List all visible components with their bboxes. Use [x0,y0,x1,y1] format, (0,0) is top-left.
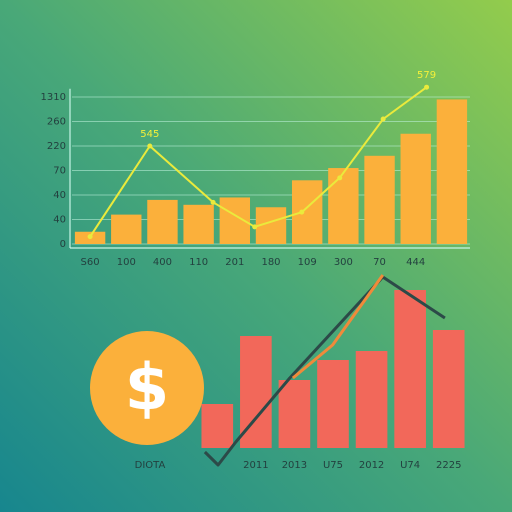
x-tick-label: 109 [298,257,317,268]
line-marker [210,199,216,205]
bar [432,330,465,448]
coin-icon [90,331,204,445]
line-marker [147,143,153,149]
line-marker [299,209,305,215]
x-tick-label: U74 [400,460,420,471]
line [291,274,385,380]
line [89,86,428,238]
bar [147,199,178,244]
line-marker [380,116,386,122]
bar [183,204,214,244]
bar [436,99,468,244]
y-tick-label: 70 [53,166,66,177]
x-tick-label: S60 [81,257,100,268]
y-tick-label: 0 [60,239,66,250]
chart-label: DIOTA [135,460,166,471]
y-tick-label: 260 [47,117,66,128]
bar [111,214,142,244]
annotation: 545 [140,129,159,140]
bar [355,351,388,448]
bar [364,155,395,244]
annotation: 579 [417,70,436,81]
bar [394,290,426,448]
coin-symbol: $ [125,352,170,426]
y-tick-label: 220 [47,141,66,152]
line [203,275,446,467]
x-tick-label: U75 [323,460,343,471]
line-marker [424,84,430,90]
x-tick-label: 2011 [243,460,268,471]
bar [328,168,359,244]
x-tick-label: 100 [117,257,136,268]
y-tick-label: 40 [53,190,66,201]
x-tick-label: 444 [406,257,425,268]
bar [400,133,431,244]
x-tick-label: 300 [334,257,353,268]
x-tick-label: 2225 [436,460,461,471]
line-marker [337,175,343,181]
x-tick-label: 201 [225,257,244,268]
bar [317,360,349,448]
bar [201,404,234,448]
x-tick-label: 70 [373,257,386,268]
bar [278,380,311,448]
bar [291,180,323,244]
x-tick-label: 2012 [359,460,384,471]
y-tick-label: 1310 [41,92,66,103]
x-tick-label: 400 [153,257,172,268]
x-tick-label: 180 [261,257,280,268]
x-tick-label: 2013 [282,460,307,471]
line-marker [87,234,93,240]
x-tick-label: 110 [189,257,208,268]
y-tick-label: 40 [53,215,66,226]
line-marker [252,224,258,230]
